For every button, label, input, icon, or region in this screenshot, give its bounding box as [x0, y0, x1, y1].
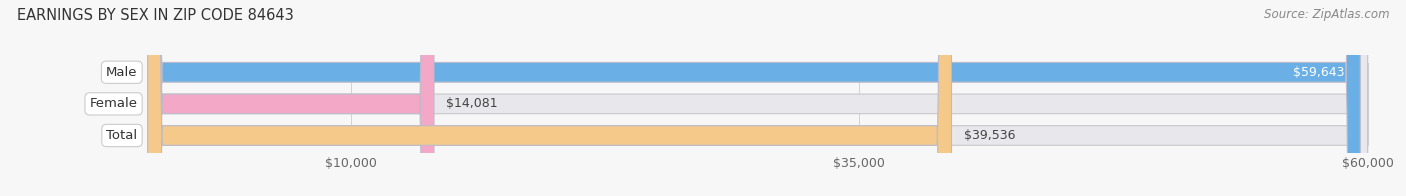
FancyBboxPatch shape [148, 0, 952, 196]
FancyBboxPatch shape [148, 0, 1368, 196]
Text: Total: Total [107, 129, 138, 142]
Text: Female: Female [90, 97, 138, 110]
FancyBboxPatch shape [148, 0, 1360, 196]
FancyBboxPatch shape [148, 0, 1368, 196]
Text: Male: Male [105, 66, 138, 79]
Text: $14,081: $14,081 [446, 97, 498, 110]
Text: Source: ZipAtlas.com: Source: ZipAtlas.com [1264, 8, 1389, 21]
Text: EARNINGS BY SEX IN ZIP CODE 84643: EARNINGS BY SEX IN ZIP CODE 84643 [17, 8, 294, 23]
FancyBboxPatch shape [148, 0, 434, 196]
Text: $59,643: $59,643 [1292, 66, 1344, 79]
FancyBboxPatch shape [148, 0, 1368, 196]
Text: $39,536: $39,536 [963, 129, 1015, 142]
